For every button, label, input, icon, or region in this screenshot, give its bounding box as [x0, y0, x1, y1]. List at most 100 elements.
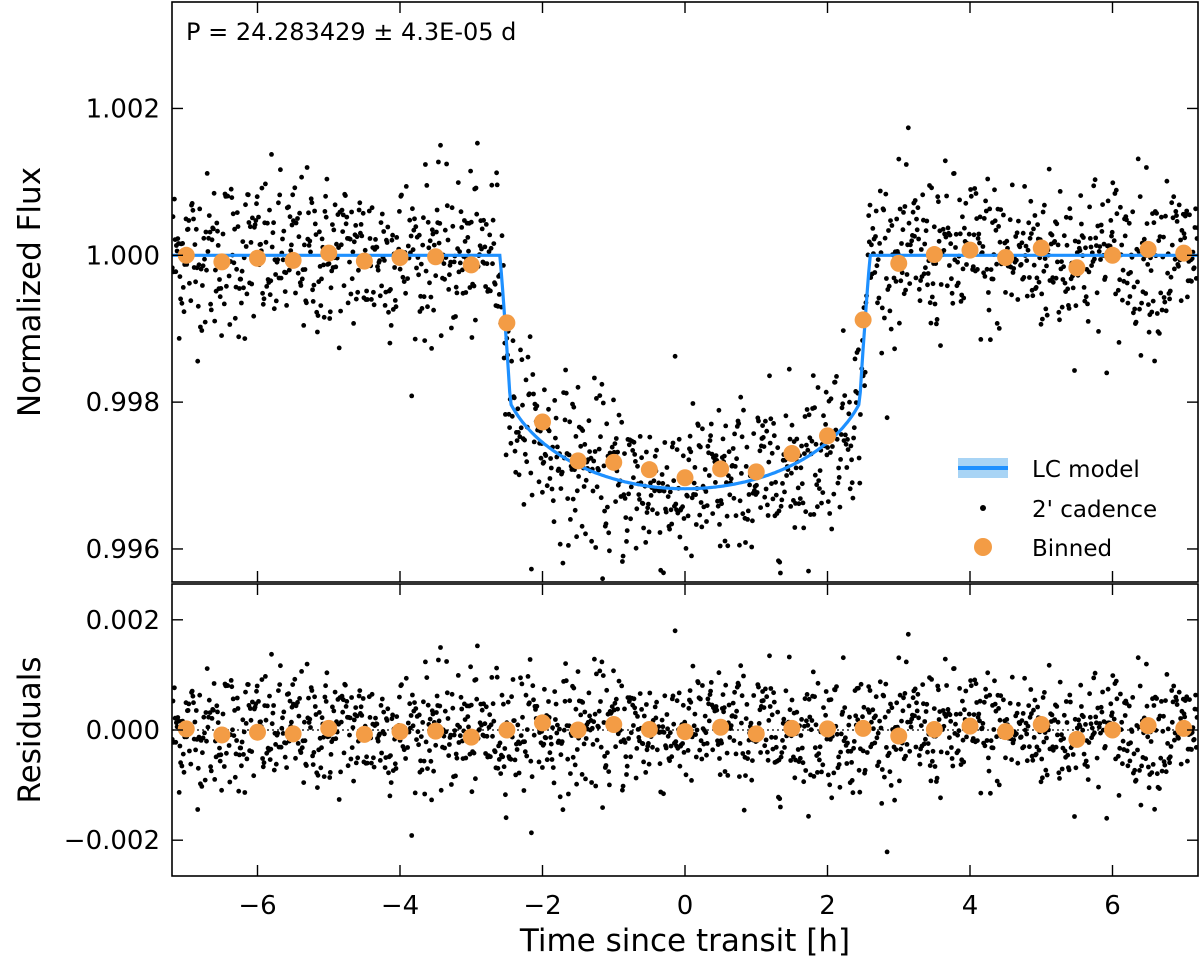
cadence-point: [434, 229, 439, 235]
cadence-point: [359, 233, 365, 239]
cadence-point: [619, 419, 625, 425]
cadence-point: [906, 220, 912, 226]
cadence-point: [659, 472, 665, 477]
residual-point: [1025, 723, 1031, 729]
residual-point: [635, 714, 640, 719]
cadence-point: [738, 394, 744, 400]
residual-point: [231, 733, 237, 738]
cadence-point: [332, 202, 338, 208]
cadence-point: [1042, 202, 1047, 208]
residual-point: [622, 706, 627, 712]
cadence-point: [421, 215, 426, 221]
residual-point: [957, 711, 963, 717]
residual-point: [197, 692, 203, 698]
residual-point: [812, 694, 817, 700]
residual-point: [224, 750, 229, 756]
residual-point: [1193, 745, 1198, 750]
residual-point: [950, 763, 956, 769]
residual-point: [321, 774, 327, 779]
cadence-point: [1132, 306, 1138, 312]
residual-point: [254, 688, 259, 694]
residual-point: [936, 717, 942, 722]
residual-point: [698, 738, 704, 744]
cadence-point: [202, 256, 207, 262]
cadence-point: [1100, 202, 1105, 208]
residual-point: [1085, 777, 1091, 782]
residual-point: [245, 682, 251, 687]
residual-point: [869, 719, 874, 725]
cadence-point: [1085, 301, 1090, 307]
residual-point: [232, 774, 238, 780]
cadence-point: [1113, 291, 1118, 297]
cadence-point: [884, 276, 889, 281]
residual-point: [897, 692, 903, 698]
cadence-point: [645, 505, 651, 511]
cadence-point: [851, 425, 857, 431]
cadence-point: [206, 213, 212, 219]
cadence-point: [236, 334, 242, 340]
binned-point: [462, 256, 480, 274]
residual-point: [377, 758, 383, 763]
residual-point: [719, 740, 724, 746]
cadence-point: [403, 290, 408, 296]
model-line: [172, 253, 1198, 491]
residual-point: [583, 776, 588, 782]
cadence-point: [927, 300, 933, 306]
cadence-point: [1194, 236, 1198, 241]
residual-point: [694, 727, 700, 733]
residual-point: [558, 752, 564, 758]
residual-point: [804, 692, 810, 697]
cadence-point: [920, 192, 926, 198]
residual-point: [1087, 691, 1092, 697]
cadence-point: [324, 176, 330, 182]
residual-point: [1167, 754, 1173, 760]
cadence-point: [632, 452, 638, 457]
cadence-point: [243, 244, 249, 249]
residual-point: [1015, 760, 1021, 766]
cadence-point: [1001, 212, 1006, 218]
cadence-point: [616, 412, 622, 418]
residual-point: [244, 756, 250, 762]
residual-point: [425, 766, 430, 771]
cadence-point: [513, 469, 519, 475]
residual-point: [1055, 732, 1060, 738]
cadence-point: [836, 465, 841, 471]
residual-point: [381, 709, 387, 715]
residual-point: [795, 747, 801, 752]
residual-point: [571, 685, 577, 691]
residual-point: [497, 740, 503, 746]
residual-point: [850, 790, 856, 796]
cadence-point: [870, 226, 876, 231]
cadence-point: [253, 218, 259, 223]
cadence-point: [509, 413, 515, 419]
residual-point: [806, 696, 812, 702]
cadence-point: [1029, 231, 1034, 237]
cadence-point: [256, 214, 261, 220]
residual-point: [589, 780, 594, 785]
residual-point: [740, 751, 746, 756]
binned-residual-point: [498, 721, 516, 739]
residual-point: [644, 747, 650, 753]
residual-point: [1137, 683, 1143, 689]
residual-point: [1146, 785, 1152, 791]
cadence-point: [333, 264, 339, 270]
cadence-point: [980, 244, 986, 249]
residual-point: [243, 689, 248, 695]
residual-point: [548, 741, 554, 747]
residual-point: [794, 709, 800, 715]
residual-point: [351, 717, 357, 723]
residual-point: [767, 653, 772, 659]
cadence-point: [633, 545, 639, 551]
cadence-point: [651, 478, 657, 484]
residual-point: [350, 725, 356, 730]
cadence-point: [921, 271, 927, 277]
cadence-point: [488, 245, 494, 251]
cadence-point: [1079, 221, 1084, 227]
residual-point: [961, 759, 967, 765]
cadence-point: [726, 473, 731, 478]
cadence-point: [465, 235, 471, 240]
cadence-point: [817, 468, 823, 473]
cadence-point: [786, 366, 792, 372]
cadence-point: [613, 436, 619, 441]
residual-point: [1167, 760, 1172, 766]
